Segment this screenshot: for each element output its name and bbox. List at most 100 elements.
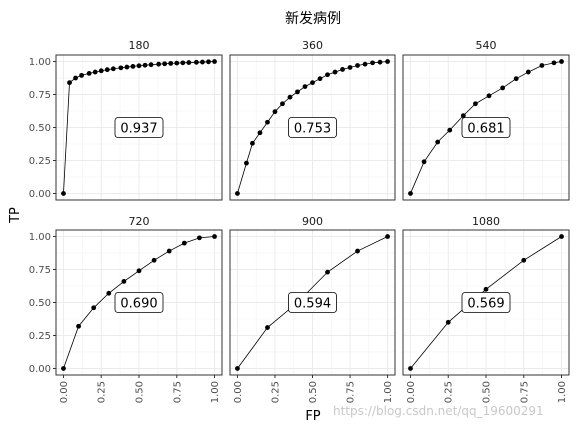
roc-point bbox=[76, 323, 81, 329]
x-tick-label: 0.00 bbox=[233, 381, 244, 403]
roc-point bbox=[421, 159, 427, 165]
auc-label-box bbox=[461, 292, 511, 313]
roc-point bbox=[162, 61, 168, 67]
x-tick-label: 0.50 bbox=[308, 381, 319, 403]
roc-point bbox=[136, 63, 142, 69]
roc-point bbox=[73, 75, 78, 81]
roc-point bbox=[500, 85, 506, 91]
auc-label-180: 0.937 bbox=[120, 122, 157, 137]
roc-point bbox=[181, 240, 187, 246]
roc-point bbox=[280, 101, 285, 107]
auc-label-360: 0.753 bbox=[294, 122, 331, 137]
roc-point bbox=[332, 69, 338, 75]
x-tick-label: 0.75 bbox=[172, 381, 183, 403]
panel-border bbox=[229, 54, 396, 201]
roc-point bbox=[244, 160, 249, 166]
roc-point bbox=[355, 63, 360, 68]
roc-point bbox=[168, 60, 174, 66]
roc-point bbox=[148, 62, 154, 68]
roc-point bbox=[67, 80, 72, 86]
roc-point bbox=[200, 59, 205, 65]
roc-point bbox=[212, 234, 217, 239]
roc-point bbox=[130, 64, 136, 69]
roc-point bbox=[513, 76, 519, 82]
roc-point bbox=[180, 60, 186, 66]
roc-point bbox=[460, 113, 466, 119]
roc-point bbox=[235, 366, 240, 371]
x-tick-label: 0.25 bbox=[444, 381, 455, 403]
strip-label-1080: 1080 bbox=[472, 215, 500, 228]
x-tick-label: 0.50 bbox=[135, 381, 146, 403]
roc-point bbox=[473, 101, 478, 107]
roc-point bbox=[156, 61, 162, 67]
roc-point bbox=[194, 59, 199, 65]
y-tick-label: 0.25 bbox=[29, 331, 51, 342]
roc-point bbox=[174, 60, 180, 66]
facet-panel-180: 180 0.937 0.00 0.25 0.50 0.75 1.00 bbox=[29, 39, 223, 201]
roc-point bbox=[447, 127, 453, 133]
x-tick-label: 1.00 bbox=[210, 381, 221, 403]
roc-point bbox=[385, 234, 390, 239]
roc-point bbox=[525, 69, 531, 75]
roc-point bbox=[206, 59, 211, 65]
y-tick-label: 0.00 bbox=[29, 189, 51, 200]
roc-point bbox=[483, 286, 489, 292]
panel-border bbox=[402, 54, 570, 201]
roc-line-900 bbox=[237, 236, 388, 369]
roc-point bbox=[91, 305, 97, 311]
roc-point bbox=[272, 109, 278, 115]
roc-point bbox=[265, 119, 270, 125]
x-tick-label: 0.50 bbox=[482, 381, 493, 403]
y-tick-label: 0.50 bbox=[29, 123, 51, 134]
roc-point bbox=[110, 66, 116, 72]
roc-point bbox=[287, 94, 293, 100]
auc-label-box bbox=[461, 117, 511, 138]
roc-point bbox=[121, 278, 127, 284]
roc-point bbox=[118, 65, 124, 71]
roc-point bbox=[370, 60, 375, 66]
roc-point bbox=[124, 64, 130, 70]
watermark-text: https://blog.csdn.net/qq_19600291 bbox=[333, 404, 544, 418]
roc-point bbox=[521, 257, 527, 263]
roc-point bbox=[166, 248, 172, 254]
auc-label-540: 0.681 bbox=[467, 122, 504, 137]
x-tick-label: 1.00 bbox=[557, 381, 568, 403]
roc-point bbox=[539, 63, 545, 68]
strip-label-720: 720 bbox=[129, 215, 150, 228]
roc-point bbox=[212, 59, 217, 64]
roc-point bbox=[362, 61, 368, 67]
y-tick-label: 0.75 bbox=[29, 265, 51, 276]
roc-point bbox=[79, 72, 84, 78]
y-tick-label: 1.00 bbox=[29, 232, 51, 243]
roc-point bbox=[445, 319, 451, 325]
x-tick-label: 0.75 bbox=[346, 381, 357, 403]
roc-point bbox=[551, 60, 557, 66]
roc-point bbox=[310, 80, 315, 86]
y-tick-label: 0.75 bbox=[29, 90, 51, 101]
roc-point bbox=[486, 93, 492, 99]
roc-point bbox=[257, 130, 263, 136]
y-tick-label: 0.00 bbox=[29, 364, 51, 375]
x-tick-label: 0.25 bbox=[270, 381, 281, 403]
roc-point bbox=[61, 191, 66, 196]
x-tick-label: 0.75 bbox=[519, 381, 530, 403]
roc-point bbox=[151, 257, 157, 263]
y-axis-title: TP bbox=[8, 207, 23, 224]
roc-point bbox=[104, 67, 110, 73]
roc-point bbox=[106, 290, 112, 296]
roc-point bbox=[302, 84, 308, 89]
x-tick-label: 0.00 bbox=[59, 381, 70, 403]
facet-panel-900: 900 0.594 0.00 0.25 0.50 0.75 1.00 bbox=[229, 215, 396, 403]
facet-panel-720: 720 0.690 0.00 0.25 0.50 0.75 1.00 0.00 0.25 0.50… bbox=[29, 215, 223, 403]
roc-point bbox=[559, 59, 564, 64]
roc-point bbox=[559, 234, 564, 239]
x-tick-label: 1.00 bbox=[383, 381, 394, 403]
roc-point bbox=[385, 59, 390, 64]
auc-label-1080: 0.569 bbox=[467, 297, 504, 312]
roc-point bbox=[435, 139, 441, 145]
x-tick-label: 0.25 bbox=[97, 381, 108, 403]
roc-point bbox=[250, 140, 255, 146]
strip-label-360: 360 bbox=[302, 39, 323, 52]
roc-point bbox=[408, 366, 413, 371]
facet-panels: 180 0.937 0.00 0.25 0.50 0.75 1.00 360 0.753 540 0… bbox=[29, 39, 570, 403]
